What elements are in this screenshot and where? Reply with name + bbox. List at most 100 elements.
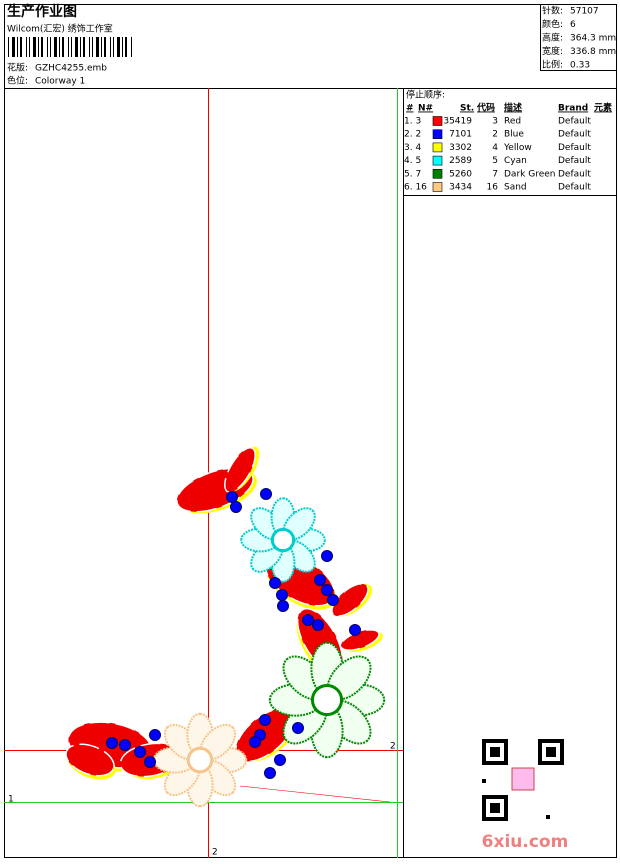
column-header: 描述 <box>504 102 522 114</box>
cell-stitches: 3302 <box>449 143 472 153</box>
bar <box>75 37 78 57</box>
bar <box>12 37 15 57</box>
bar <box>54 37 57 57</box>
embroidery-design <box>65 446 386 808</box>
color-swatch <box>432 116 443 126</box>
bar <box>117 37 120 57</box>
bar <box>29 37 30 57</box>
blue-dot <box>106 737 118 749</box>
blue-dot <box>149 729 161 741</box>
bar <box>92 37 93 57</box>
cell-code: 7 <box>492 169 498 179</box>
cell-stitches: 3434 <box>449 183 472 193</box>
blue-dot <box>314 574 326 586</box>
title: 生产作业图 <box>7 3 77 20</box>
column-header: Brand <box>558 104 588 114</box>
cell-stitches: 7101 <box>449 130 472 140</box>
marker: 1 <box>8 795 14 805</box>
cell-desc: Blue <box>504 130 524 140</box>
cell-brand: Default <box>558 117 591 127</box>
blue-dot <box>276 589 288 601</box>
bar <box>68 37 69 57</box>
design: GZHC4255.emb <box>35 64 107 74</box>
blue-dot <box>277 600 289 612</box>
flower-center <box>270 527 296 553</box>
bar <box>20 37 22 57</box>
blue-dot <box>321 584 333 596</box>
cell-seq: 4. 5 <box>404 156 421 166</box>
bar <box>89 37 90 57</box>
barcode <box>8 37 132 57</box>
colorway-label: 色位: <box>7 75 28 87</box>
cell-code: 3 <box>492 117 498 127</box>
cell-desc: Cyan <box>504 156 527 166</box>
border <box>4 4 617 858</box>
qr-finder <box>546 747 556 757</box>
blue-dot <box>349 624 361 636</box>
marker: 2 <box>390 742 396 752</box>
blue-dot <box>144 756 156 768</box>
cell-desc: Sand <box>504 183 527 193</box>
info-value: 364.3 mm <box>570 34 616 44</box>
bar <box>113 37 114 57</box>
color-swatch <box>432 142 443 153</box>
blue-dot <box>226 491 238 503</box>
column-header: St. <box>460 104 474 114</box>
bar <box>62 37 64 57</box>
flower-center <box>186 746 214 774</box>
bar <box>71 37 72 57</box>
info-label: 宽度: <box>542 45 563 57</box>
blue-dot <box>259 714 271 726</box>
bar <box>80 37 81 57</box>
bar <box>41 37 43 57</box>
blue-dot <box>249 736 261 748</box>
blue-dot <box>134 746 146 758</box>
leaf <box>331 583 369 617</box>
bar <box>33 37 36 57</box>
blue-dot <box>264 767 276 779</box>
cell-brand: Default <box>558 169 591 179</box>
color-swatch <box>432 155 443 166</box>
bar <box>125 37 127 57</box>
bar <box>110 37 111 57</box>
info-value: 336.8 mm <box>570 47 616 57</box>
blue-dot <box>274 754 286 766</box>
blue-dot <box>119 739 131 751</box>
bar <box>47 37 48 57</box>
bar <box>38 37 39 57</box>
column-header: 元素 <box>594 102 612 114</box>
blue-dot <box>302 614 314 626</box>
info-label: 比例: <box>542 59 563 71</box>
table-title: 停止顺序: <box>406 89 445 101</box>
cell-seq: 5. 7 <box>404 169 421 179</box>
bar <box>50 37 51 57</box>
qr-module <box>482 779 486 783</box>
cell-seq: 1. 3 <box>404 117 421 127</box>
cell-seq: 6. 16 <box>404 183 427 193</box>
info-value: 6 <box>570 20 576 30</box>
qr-module <box>546 815 550 819</box>
info-label: 针数: <box>542 5 563 17</box>
info-value: 0.33 <box>570 61 590 71</box>
cell-desc: Dark Green <box>504 169 555 179</box>
color-swatch <box>432 182 443 192</box>
cell-desc: Yellow <box>503 143 532 153</box>
cell-stitches: 35419 <box>443 117 472 127</box>
cell-seq: 3. 4 <box>404 143 421 153</box>
blue-dot <box>292 722 304 734</box>
blue-dot <box>327 594 339 606</box>
cell-stitches: 5260 <box>449 169 472 179</box>
leaf <box>224 447 256 493</box>
cell-code: 2 <box>492 130 498 140</box>
cell-code: 4 <box>492 143 498 153</box>
design-label: 花版: <box>7 62 28 74</box>
bar <box>83 37 85 57</box>
watermark: 6xiu.com <box>482 832 569 852</box>
column-header: N# <box>418 104 433 114</box>
cell-brand: Default <box>558 130 591 140</box>
blue-dot <box>321 550 333 562</box>
bar <box>96 37 99 57</box>
info-label: 颜色: <box>542 18 563 30</box>
leaf <box>65 743 115 777</box>
